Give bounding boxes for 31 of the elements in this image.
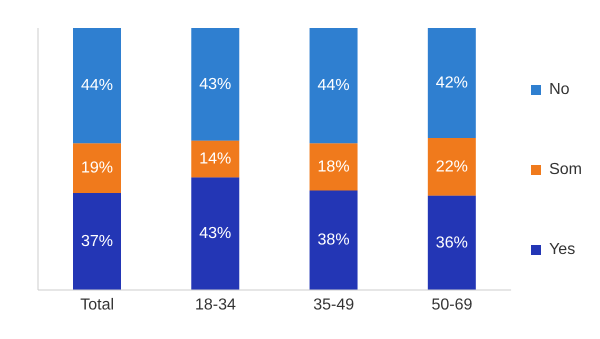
data-label: 44% (80, 77, 114, 94)
legend-label: Som (549, 160, 582, 178)
bar (428, 196, 476, 290)
x-tick-label: 18-34 (194, 296, 236, 314)
bar (428, 138, 476, 196)
data-label: 38% (318, 232, 350, 249)
data-label: 14% (199, 150, 232, 168)
bar (428, 28, 476, 138)
data-label: 19% (80, 160, 114, 177)
legend-label: No (549, 80, 570, 98)
data-label: 18% (318, 158, 350, 176)
data-label: 36% (436, 234, 468, 252)
data-label: 44% (318, 77, 350, 94)
bar (310, 28, 358, 144)
x-tick-label: Total (80, 296, 114, 314)
bar (310, 190, 358, 290)
data-label: 43% (199, 225, 232, 242)
x-tick-label: 35-49 (313, 296, 354, 314)
x-tick-label: 50-69 (431, 296, 473, 314)
bar (73, 143, 121, 194)
legend-label: Yes (549, 240, 576, 258)
data-label: 22% (436, 158, 468, 176)
bar (310, 143, 358, 190)
data-label: 42% (436, 74, 468, 92)
bar (191, 140, 240, 178)
bar (191, 177, 240, 290)
bar (73, 193, 121, 290)
data-label: 43% (199, 76, 232, 93)
bar (73, 28, 121, 144)
data-label: 37% (80, 233, 114, 250)
bar (191, 28, 240, 141)
